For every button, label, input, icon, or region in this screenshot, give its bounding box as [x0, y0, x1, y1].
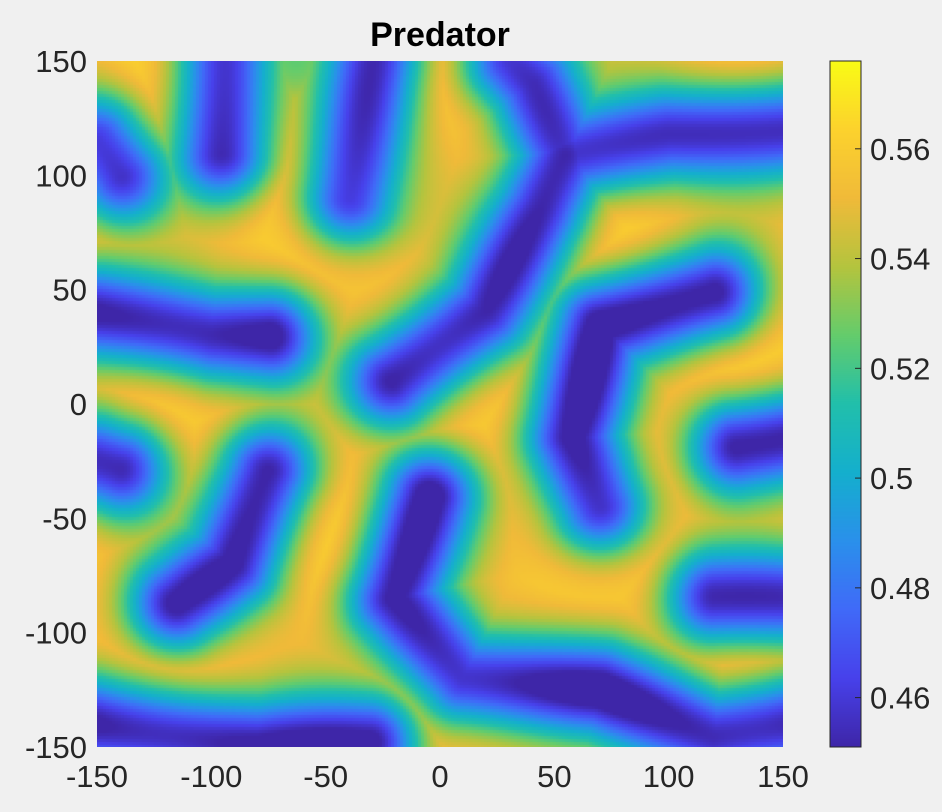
x-axis-ticks: -150 -100 -50 0 50 100 150 [66, 759, 809, 794]
y-tick-label: 150 [35, 44, 87, 79]
y-axis-ticks: 150 100 50 0 -50 -100 -150 [25, 44, 87, 765]
x-tick-label: -150 [66, 759, 128, 794]
colorbar-tick-label: 0.5 [870, 461, 913, 496]
x-tick-label: 100 [643, 759, 695, 794]
colorbar-tick-label: 0.46 [870, 681, 930, 716]
heatmap-image [97, 61, 783, 747]
x-tick-label: 0 [431, 759, 448, 794]
y-tick-label: 100 [35, 158, 87, 193]
x-tick-label: -50 [303, 759, 348, 794]
x-tick-label: 50 [537, 759, 571, 794]
y-tick-label: 50 [53, 273, 87, 308]
colorbar-tick-label: 0.54 [870, 242, 930, 277]
x-tick-label: 150 [757, 759, 809, 794]
y-tick-label: -150 [25, 730, 87, 765]
y-tick-label: -100 [25, 616, 87, 651]
colorbar-gradient [830, 61, 861, 747]
colorbar-tick-label: 0.52 [870, 351, 930, 386]
y-tick-label: 0 [70, 387, 87, 422]
x-tick-label: -100 [180, 759, 242, 794]
chart-title: Predator [370, 16, 510, 54]
colorbar-ticks: 0.56 0.54 0.52 0.5 0.48 0.46 [855, 132, 930, 716]
y-tick-label: -50 [42, 501, 87, 536]
colorbar-tick-label: 0.56 [870, 132, 930, 167]
colorbar-frame [829, 60, 862, 748]
colorbar-tick-label: 0.48 [870, 571, 930, 606]
